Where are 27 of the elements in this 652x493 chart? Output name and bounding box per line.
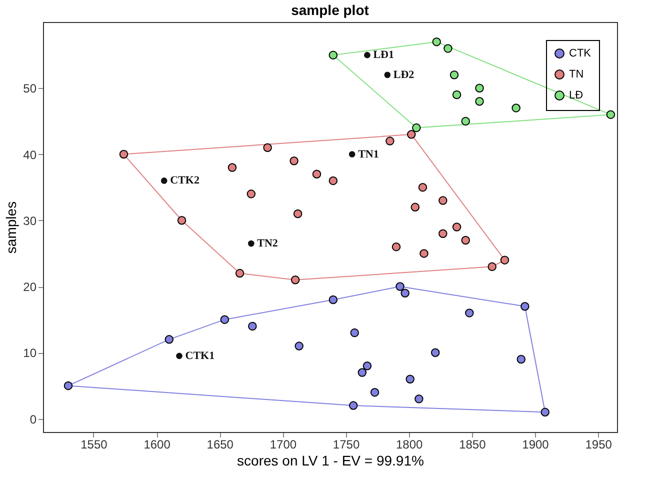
x-tick-label: 1650 <box>206 438 234 452</box>
x-tick-label: 1850 <box>459 438 486 452</box>
annotation: TN1 <box>358 148 379 160</box>
x-tick-label: 1950 <box>585 438 612 452</box>
y-tick-label: 0 <box>30 412 37 426</box>
x-tick-label: 1600 <box>144 438 171 452</box>
x-tick-label: 1900 <box>522 438 550 452</box>
y-tick-label: 20 <box>23 280 37 294</box>
annotation: CTK1 <box>185 350 215 362</box>
y-axis-title: samples <box>3 201 20 254</box>
annotation: CTK2 <box>170 174 200 187</box>
x-tick-label: 1750 <box>332 438 360 452</box>
y-tick-label: 30 <box>23 214 37 228</box>
y-tick-label: 50 <box>23 82 37 96</box>
legend-label: TN <box>569 68 584 80</box>
legend-label: CTK <box>569 48 592 60</box>
annotation: TN2 <box>257 238 278 250</box>
annotation: LĐ2 <box>393 68 415 81</box>
y-tick-label: 10 <box>23 346 37 360</box>
x-tick-label: 1700 <box>270 438 297 452</box>
chart-title: sample plot <box>291 2 370 18</box>
y-tick-label: 40 <box>23 148 37 162</box>
x-tick-label: 1550 <box>80 438 108 452</box>
x-tick-label: 1800 <box>396 438 424 452</box>
annotation: LĐ1 <box>373 49 394 62</box>
legend-label: LĐ <box>569 90 584 102</box>
x-axis-title: scores on LV 1 - EV = 99.91% <box>237 452 424 468</box>
